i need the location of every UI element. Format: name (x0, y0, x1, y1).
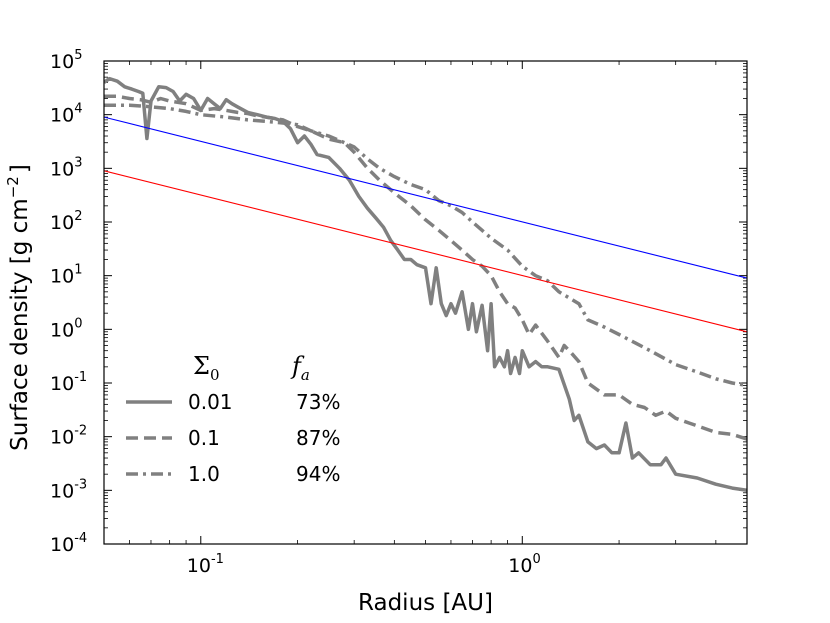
x-tick-base: 10 (508, 555, 532, 577)
legend-header-sigma: Σ0 (193, 352, 220, 384)
x-tick-exponent: 0 (532, 552, 540, 567)
y-axis-label-exponent: −2 (4, 176, 22, 198)
legend-fa-value: 87% (296, 426, 340, 450)
legend-header-fa: fa (290, 352, 310, 384)
legend-sigma-value: 0.1 (188, 426, 220, 450)
y-tick-base: 10 (50, 212, 74, 234)
y-tick-exponent: -3 (74, 477, 87, 492)
y-tick-label: 10-4 (50, 531, 87, 556)
legend: Σ0 fa 0.01 73% 0.1 87% 1.0 94% (126, 352, 340, 486)
y-tick-exponent: -4 (74, 531, 87, 546)
legend-sigma-subscript: 0 (210, 366, 220, 384)
legend-rows: 0.01 73% 0.1 87% 1.0 94% (126, 390, 340, 486)
series-line-3 (104, 103, 747, 388)
series-line-5 (104, 170, 747, 333)
series-layer (104, 76, 747, 493)
y-tick-base: 10 (50, 51, 74, 73)
y-tick-label: 10-1 (50, 370, 87, 395)
y-tick-exponent: 5 (74, 48, 82, 63)
y-tick-exponent: 2 (74, 209, 82, 224)
y-tick-base: 10 (50, 105, 74, 127)
series-line-2 (104, 94, 747, 441)
y-tick-exponent: -1 (74, 370, 87, 385)
y-tick-label: 102 (50, 209, 82, 234)
y-tick-base: 10 (50, 427, 74, 449)
legend-fa-value: 73% (296, 390, 340, 414)
legend-fa-value: 94% (296, 462, 340, 486)
y-tick-label: 10-3 (50, 477, 87, 502)
legend-f-subscript: a (301, 366, 310, 384)
y-axis-label-end: ] (7, 164, 33, 173)
y-tick-label: 100 (50, 316, 82, 341)
y-tick-base: 10 (50, 373, 74, 395)
y-tick-base: 10 (50, 319, 74, 341)
y-tick-base: 10 (50, 534, 74, 556)
y-axis-label-main: Surface density [g cm (7, 198, 33, 451)
y-tick-base: 10 (50, 480, 74, 502)
legend-sigma-value: 0.01 (188, 390, 233, 414)
y-tick-label: 104 (50, 102, 82, 127)
y-tick-base: 10 (50, 158, 74, 180)
plot-frame (103, 60, 748, 545)
x-tick-label: 10-1 (187, 552, 224, 577)
y-tick-base: 10 (50, 266, 74, 288)
series-line-4 (104, 116, 747, 279)
y-tick-exponent: 4 (74, 102, 82, 117)
y-tick-exponent: 1 (74, 263, 82, 278)
x-tick-label: 100 (508, 552, 540, 577)
y-axis-label: Surface density [g cm−2] (4, 164, 33, 451)
y-tick-exponent: -2 (74, 424, 87, 439)
y-tick-exponent: 0 (74, 316, 82, 331)
y-tick-label: 101 (50, 263, 82, 288)
legend-sigma-symbol: Σ (193, 352, 210, 380)
x-tick-base: 10 (187, 555, 211, 577)
x-axis-label: Radius [AU] (358, 590, 493, 616)
y-tick-label: 103 (50, 155, 82, 180)
x-tick-exponent: -1 (211, 552, 224, 567)
y-tick-label: 10-2 (50, 424, 87, 449)
axis-ticks (103, 60, 748, 545)
y-tick-label: 105 (50, 48, 82, 73)
y-tick-exponent: 3 (74, 155, 82, 170)
legend-sigma-value: 1.0 (188, 462, 220, 486)
